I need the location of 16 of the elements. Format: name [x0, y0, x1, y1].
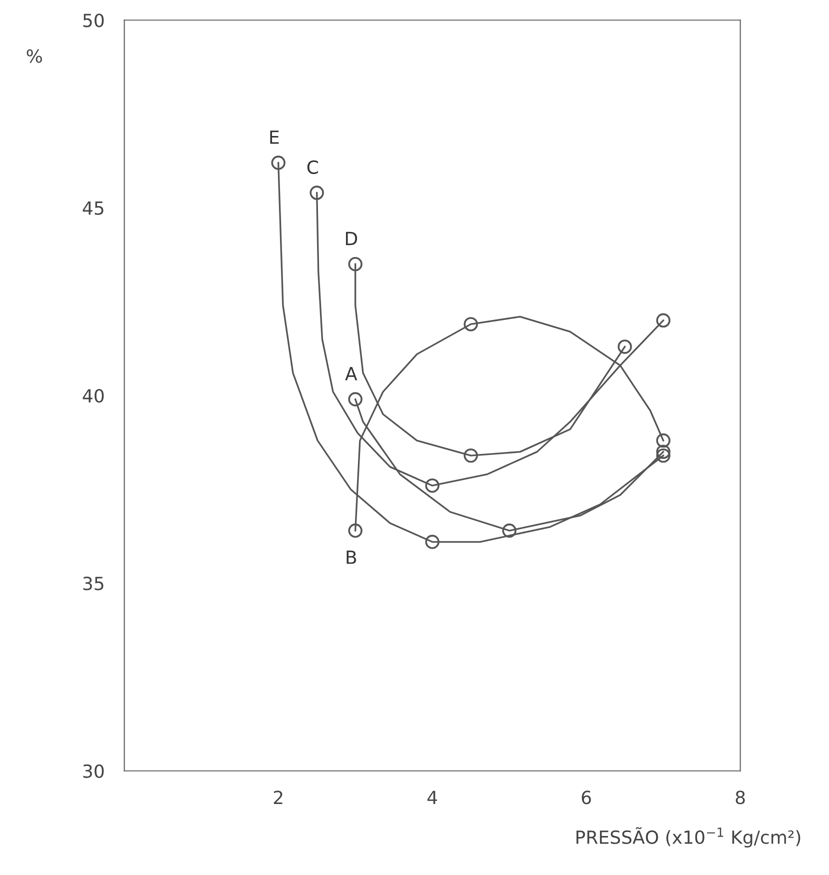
x-tick-label: 4: [427, 790, 438, 804]
series-label: B: [346, 550, 356, 564]
series-label: A: [345, 367, 358, 380]
x-tick-label: 6: [582, 790, 591, 804]
y-axis-title: %: [26, 49, 42, 63]
y-tick-label: 45: [82, 202, 104, 215]
y-tick-label: 30: [83, 764, 104, 778]
y-tick-label: 40: [82, 388, 104, 403]
x-tick-label: 2: [274, 790, 282, 804]
y-tick-label: 50: [83, 14, 104, 28]
x-axis-title: PRESSÃO (x10$^{−1}$ Kg/cm²): [576, 827, 800, 848]
series-label: C: [307, 160, 318, 174]
series-label: E: [270, 130, 279, 144]
series-label: D: [346, 232, 358, 246]
y-tick-label: 35: [83, 576, 104, 590]
x-tick-label: 8: [736, 790, 745, 804]
